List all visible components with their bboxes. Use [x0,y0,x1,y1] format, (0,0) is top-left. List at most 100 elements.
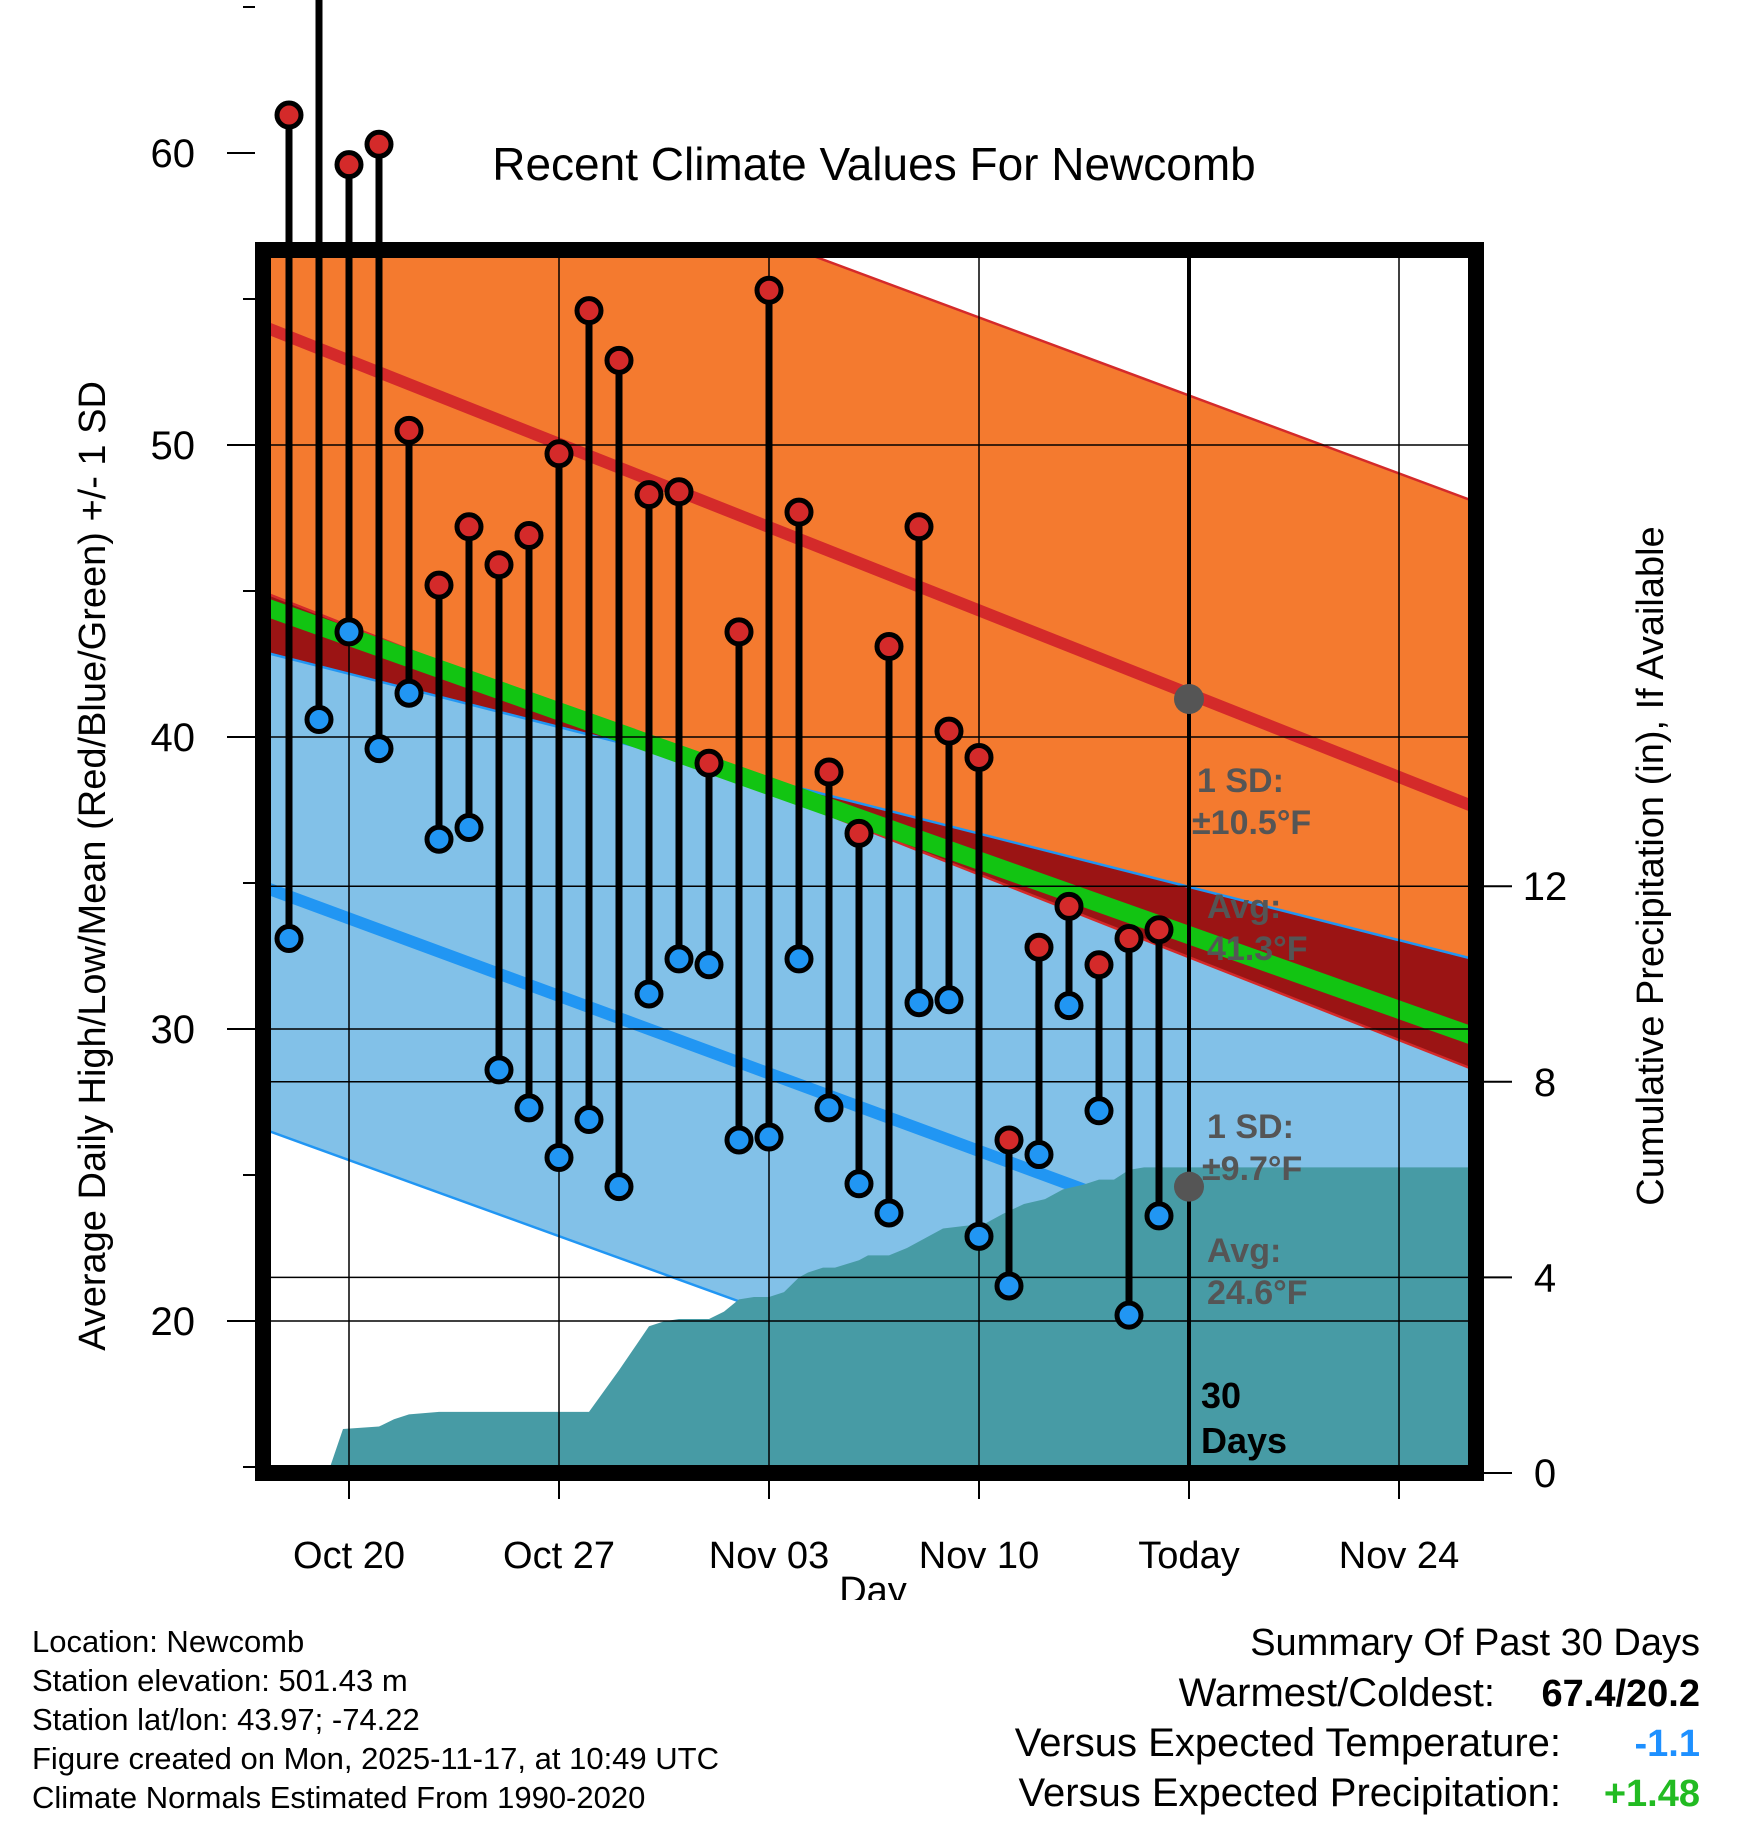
high-avg-label: Avg: [1207,888,1281,926]
y-tick-label: 40 [151,716,196,760]
summary-panel: Summary Of Past 30 Days Warmest/Coldest:… [1015,1618,1700,1818]
chart-title: Recent Climate Values For Newcomb [492,138,1256,190]
daily-high-point [874,631,904,661]
daily-low-point [604,1172,634,1202]
daily-high-point [484,550,514,580]
x-tick-label: Nov 10 [919,1535,1039,1577]
daily-high-point [664,477,694,507]
daily-high-point [754,275,784,305]
y-axis-label: Average Daily High/Low/Mean (Red/Blue/Gr… [72,381,114,1351]
daily-high-point [574,296,604,326]
y2-tick-label: 4 [1534,1256,1556,1300]
y2-axis-label: Cumulative Precipitation (in), If Availa… [1630,526,1672,1205]
low-avg-value: 24.6°F [1207,1274,1308,1312]
today-days-label: 30 [1201,1375,1241,1416]
y2-tick-label: 0 [1534,1452,1556,1496]
daily-high-point [904,512,934,542]
precip-diff-value: +1.48 [1603,1773,1700,1815]
high-mean-line [263,319,1476,814]
climate-chart: Recent Climate Values For Newcomb 1 SD: ±… [72,0,1672,1600]
daily-low-point [1144,1201,1174,1231]
daily-high-point [1024,932,1054,962]
daily-low-point [754,1122,784,1152]
x-tick-label: Oct 27 [503,1535,615,1577]
daily-low-point [1024,1140,1054,1170]
daily-high-point [1054,891,1084,921]
temp-diff-label: Versus Expected Temperature: [1014,1721,1561,1765]
precip-area [271,1167,1476,1473]
daily-low-point [304,704,334,734]
daily-low-point [544,1142,574,1172]
y2-tick-label: 8 [1534,1061,1556,1105]
daily-high-point [724,617,754,647]
plot-frame [255,242,1484,1481]
elevation-text: Station elevation: 501.43 m [32,1663,408,1698]
high-upper-line [793,250,1476,504]
daily-low-point [1114,1300,1144,1330]
daily-high-point [274,100,304,130]
daily-high-point [844,818,874,848]
x-tick-label: Nov 24 [1339,1535,1459,1577]
daily-low-point [1054,991,1084,1021]
daily-high-point [1084,950,1114,980]
created-text: Figure created on Mon, 2025-11-17, at 10… [32,1741,719,1776]
daily-low-point [274,923,304,953]
low-avg-label: Avg: [1207,1232,1281,1270]
daily-high-point [394,415,424,445]
daily-low-point [394,678,424,708]
daily-high-point [694,748,724,778]
daily-low-point [424,824,454,854]
x-tick-label: Nov 03 [709,1535,829,1577]
daily-low-point [724,1125,754,1155]
daily-low-point [484,1055,514,1085]
daily-high-point [544,439,574,469]
daily-low-point [634,979,664,1009]
low-avg-marker [1174,1171,1204,1202]
high-avg-value: 41.3°F [1207,930,1308,968]
daily-high-point [814,757,844,787]
normals-text: Climate Normals Estimated From 1990-2020 [32,1780,646,1815]
daily-high-point [634,480,664,510]
daily-high-point [424,570,454,600]
station-info: Location: Newcomb Station elevation: 501… [32,1622,719,1817]
high-avg-marker [1174,684,1204,715]
daily-low-point [364,734,394,764]
low-sd-label: 1 SD: [1207,1108,1294,1146]
daily-low-point [904,988,934,1018]
x-tick-label: Oct 20 [293,1535,405,1577]
daily-low-point [334,617,364,647]
warm-cold-value: 67.4/20.2 [1541,1673,1700,1715]
daily-low-point [574,1105,604,1135]
daily-low-point [664,944,694,974]
daily-high-point [454,512,484,542]
daily-low-point [454,813,484,843]
today-days-label: Days [1201,1420,1287,1461]
daily-low-point [844,1169,874,1199]
daily-high-point [364,129,394,159]
daily-low-point [784,944,814,974]
daily-low-point [694,950,724,980]
daily-low-point [874,1198,904,1228]
x-tick-label: Today [1138,1535,1239,1577]
daily-high-point [334,150,364,180]
high-sd-value: ±10.5°F [1192,804,1311,842]
daily-high-point [934,716,964,746]
daily-high-point [1114,923,1144,953]
y-tick-label: 60 [151,132,196,176]
daily-low-point [814,1093,844,1123]
daily-low-point [964,1221,994,1251]
warm-cold-label: Warmest/Coldest: [1178,1671,1495,1715]
daily-high-point [964,742,994,772]
location-text: Location: Newcomb [32,1624,305,1659]
y2-tick-label: 12 [1523,865,1568,909]
low-sd-value: ±9.7°F [1202,1150,1302,1188]
daily-low-point [994,1271,1024,1301]
precip-diff-label: Versus Expected Precipitation: [1018,1771,1561,1815]
latlon-text: Station lat/lon: 43.97; -74.22 [32,1702,420,1737]
summary-title: Summary Of Past 30 Days [1250,1622,1700,1664]
temp-diff-value: -1.1 [1634,1723,1700,1765]
daily-high-point [784,497,814,527]
daily-high-point [604,345,634,375]
y-tick-label: 50 [151,424,196,468]
daily-high-point [514,521,544,551]
